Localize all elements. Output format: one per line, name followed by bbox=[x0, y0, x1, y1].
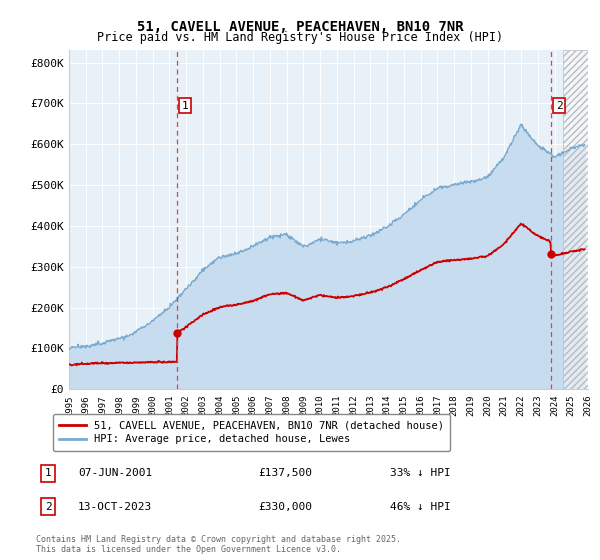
Text: 1: 1 bbox=[44, 468, 52, 478]
Text: 07-JUN-2001: 07-JUN-2001 bbox=[78, 468, 152, 478]
Text: Price paid vs. HM Land Registry's House Price Index (HPI): Price paid vs. HM Land Registry's House … bbox=[97, 31, 503, 44]
Text: 2: 2 bbox=[556, 100, 563, 110]
Text: 46% ↓ HPI: 46% ↓ HPI bbox=[390, 502, 451, 512]
Text: £330,000: £330,000 bbox=[258, 502, 312, 512]
Text: 51, CAVELL AVENUE, PEACEHAVEN, BN10 7NR: 51, CAVELL AVENUE, PEACEHAVEN, BN10 7NR bbox=[137, 20, 463, 34]
Text: 13-OCT-2023: 13-OCT-2023 bbox=[78, 502, 152, 512]
Legend: 51, CAVELL AVENUE, PEACEHAVEN, BN10 7NR (detached house), HPI: Average price, de: 51, CAVELL AVENUE, PEACEHAVEN, BN10 7NR … bbox=[53, 414, 450, 451]
Text: 2: 2 bbox=[44, 502, 52, 512]
Text: 33% ↓ HPI: 33% ↓ HPI bbox=[390, 468, 451, 478]
Text: 1: 1 bbox=[182, 100, 188, 110]
Text: Contains HM Land Registry data © Crown copyright and database right 2025.
This d: Contains HM Land Registry data © Crown c… bbox=[36, 535, 401, 554]
Text: £137,500: £137,500 bbox=[258, 468, 312, 478]
